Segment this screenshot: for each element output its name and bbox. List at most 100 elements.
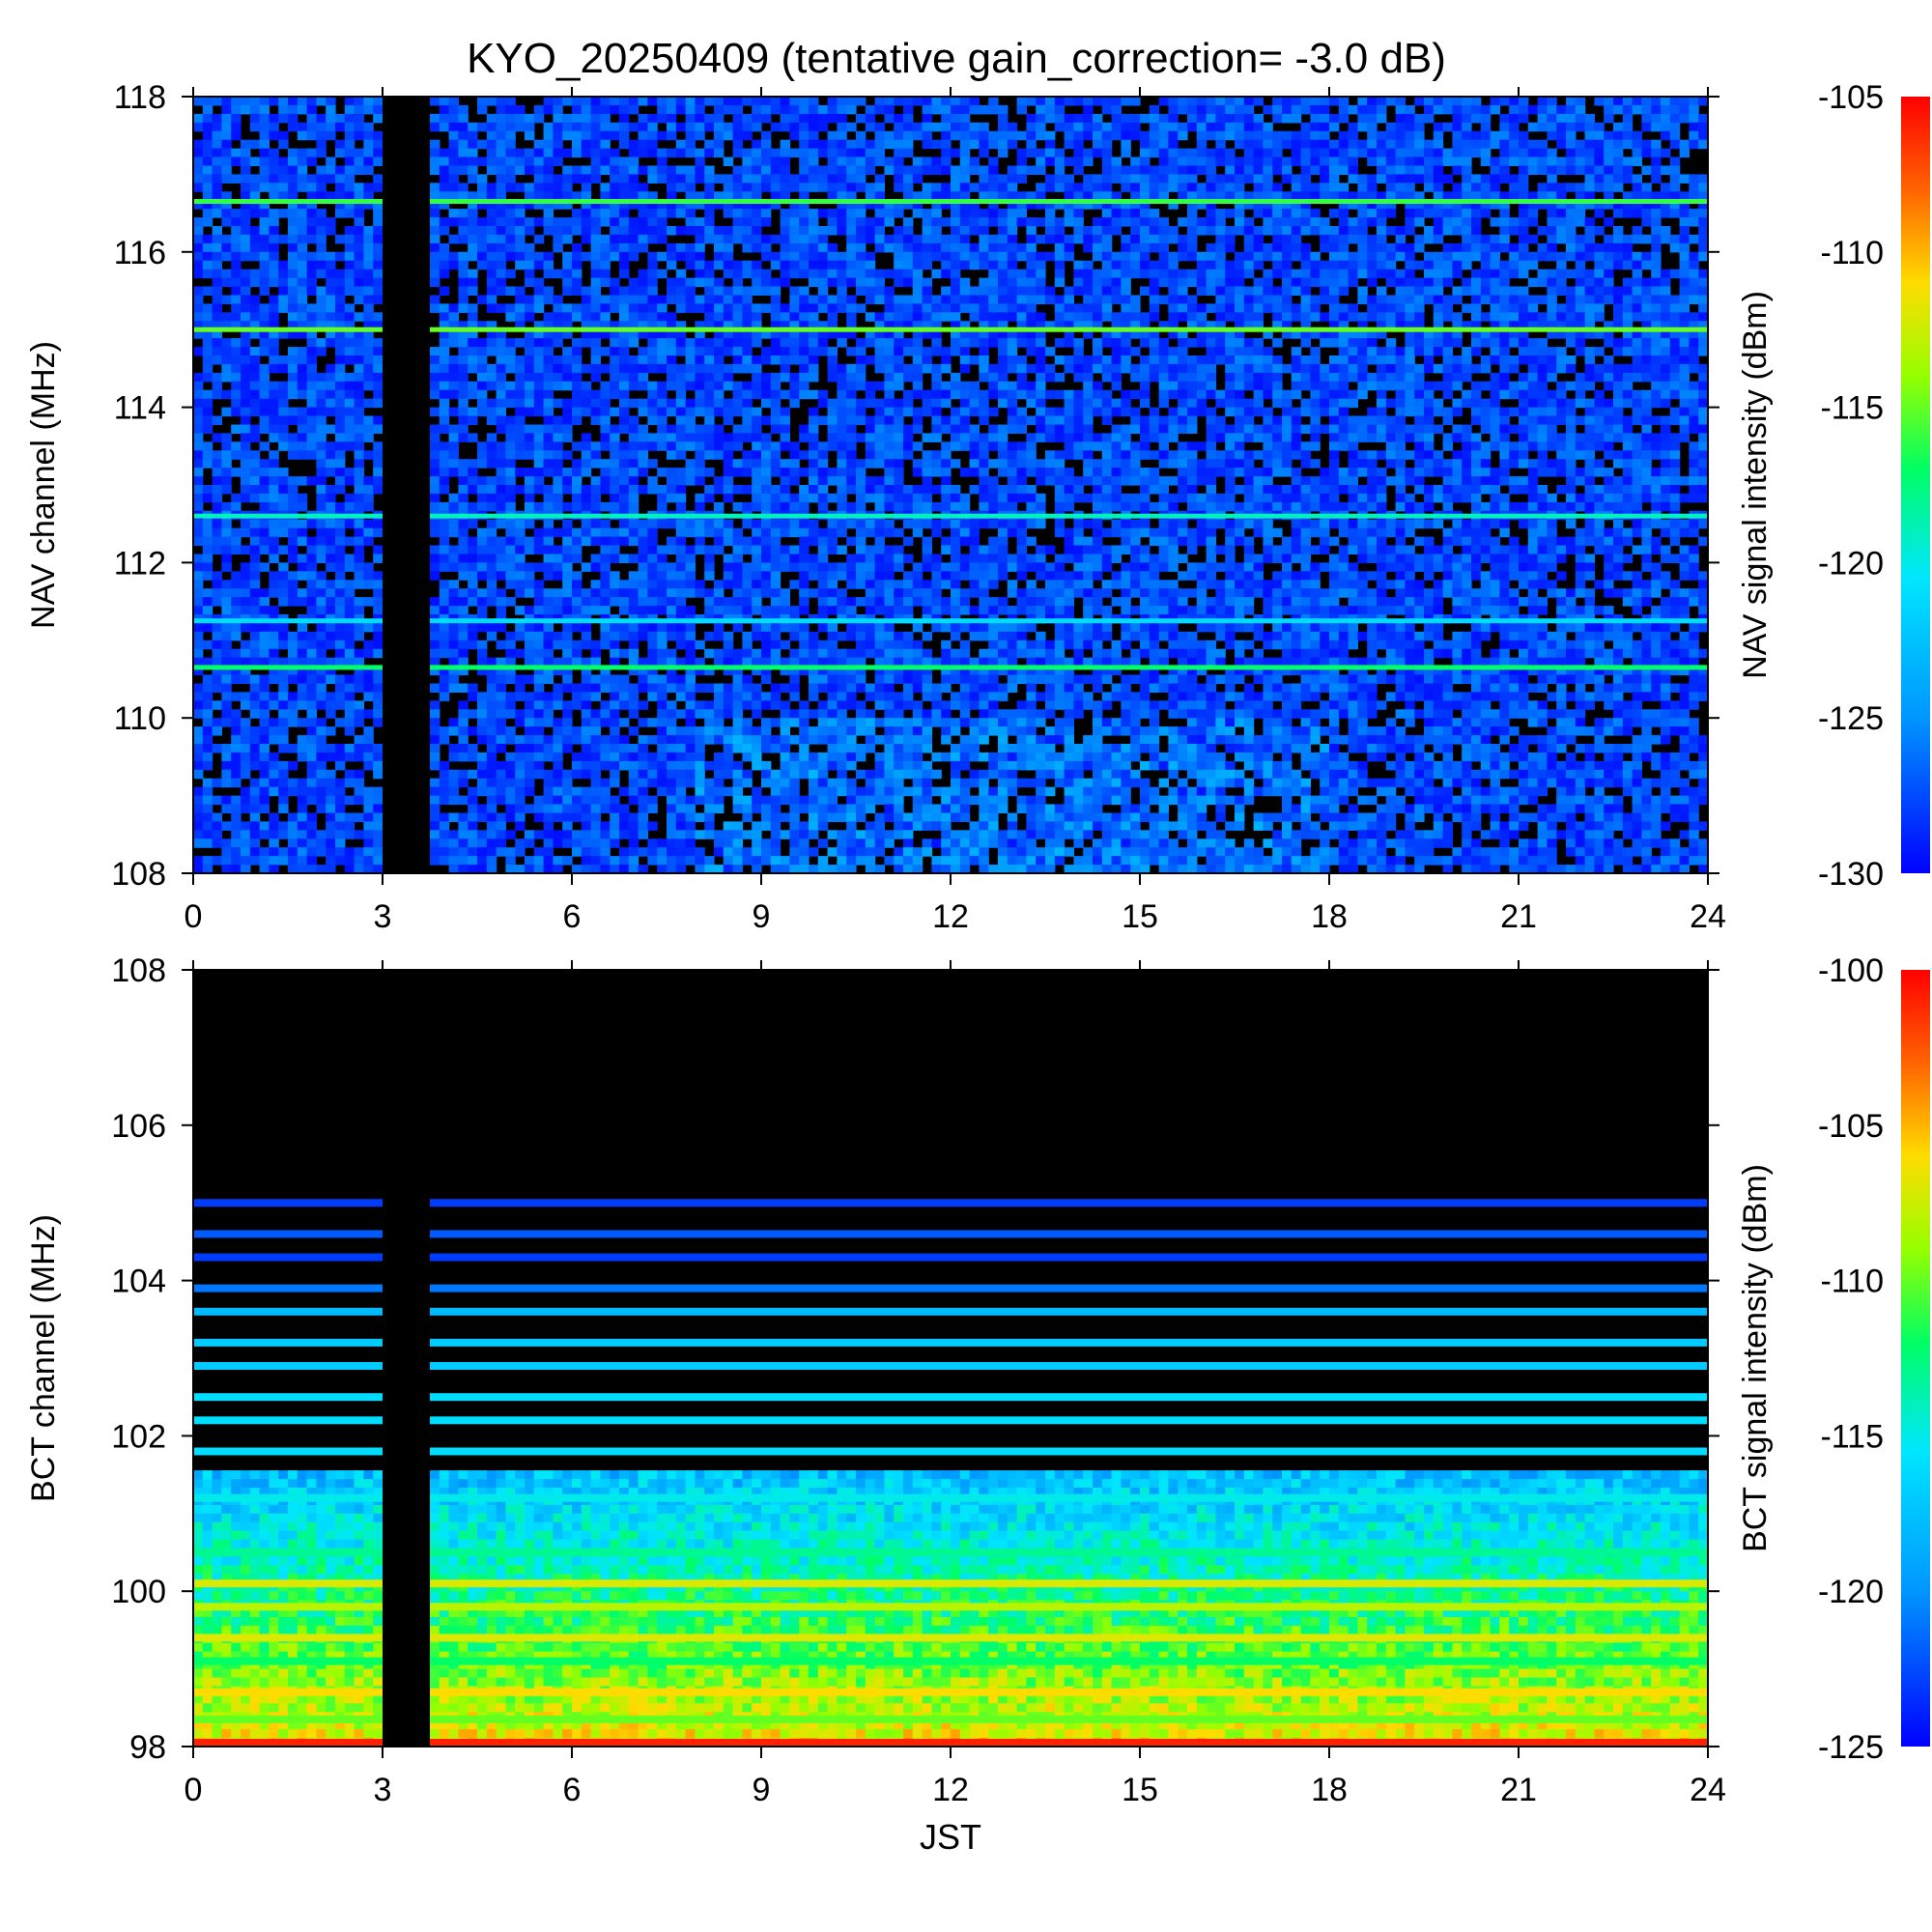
nav-heatmap-cell xyxy=(619,321,630,330)
nav-heatmap-cell xyxy=(1462,363,1472,374)
nav-heatmap-cell xyxy=(1395,312,1406,322)
nav-heatmap-cell xyxy=(486,217,497,227)
nav-heatmap-cell xyxy=(458,251,469,262)
nav-heatmap-cell xyxy=(1584,139,1595,150)
nav-heatmap-cell xyxy=(912,407,923,417)
nav-heatmap-cell xyxy=(1007,217,1018,227)
nav-heatmap-cell xyxy=(1310,156,1321,166)
nav-heatmap-cell xyxy=(231,113,242,124)
nav-heatmap-cell xyxy=(1338,156,1350,166)
nav-heatmap-cell xyxy=(1651,347,1662,356)
nav-heatmap-cell xyxy=(1320,122,1330,132)
nav-heatmap-cell xyxy=(202,415,213,425)
nav-heatmap-cell xyxy=(998,295,1009,304)
nav-heatmap-cell xyxy=(1442,389,1453,400)
nav-heatmap-cell xyxy=(1613,372,1624,383)
nav-heatmap-cell xyxy=(486,97,497,106)
nav-heatmap-cell xyxy=(202,113,213,124)
nav-heatmap-cell xyxy=(1149,363,1160,374)
nav-heatmap-cell xyxy=(477,122,488,132)
nav-heatmap-cell xyxy=(1622,424,1634,434)
nav-heatmap-cell xyxy=(1490,329,1500,339)
nav-heatmap-cell xyxy=(1272,424,1283,434)
nav-heatmap-cell xyxy=(562,363,573,374)
nav-heatmap-cell xyxy=(572,381,582,391)
nav-heatmap-cell xyxy=(1253,260,1264,270)
nav-heatmap-cell xyxy=(922,398,932,409)
nav-heatmap-cell xyxy=(1263,355,1273,365)
nav-heatmap-cell xyxy=(1158,217,1169,227)
nav-heatmap-cell xyxy=(846,104,857,115)
nav-heatmap-cell xyxy=(874,130,885,141)
nav-heatmap-cell xyxy=(1604,277,1614,288)
nav-heatmap-cell xyxy=(1594,260,1605,270)
nav-heatmap-cell xyxy=(486,165,497,175)
nav-heatmap-cell xyxy=(1187,407,1198,417)
nav-heatmap-cell xyxy=(458,355,469,365)
nav-heatmap-cell xyxy=(1471,130,1482,141)
nav-heatmap-cell xyxy=(1168,407,1179,417)
nav-heatmap-cell xyxy=(922,139,932,150)
nav-heatmap-cell xyxy=(590,139,601,150)
nav-heatmap-cell xyxy=(231,269,242,279)
nav-heatmap-cell xyxy=(525,200,535,210)
nav-heatmap-cell xyxy=(1291,242,1302,253)
nav-heatmap-cell xyxy=(553,424,563,434)
nav-heatmap-cell xyxy=(249,113,261,124)
nav-heatmap-cell xyxy=(1178,312,1188,322)
nav-heatmap-cell xyxy=(1310,104,1321,115)
nav-heatmap-cell xyxy=(732,226,743,236)
nav-heatmap-cell xyxy=(1509,389,1520,400)
nav-heatmap-cell xyxy=(525,148,535,158)
nav-heatmap-cell xyxy=(969,97,980,106)
nav-heatmap-cell xyxy=(231,389,242,400)
nav-heatmap-cell xyxy=(363,424,374,434)
nav-heatmap-cell xyxy=(193,381,204,391)
nav-heatmap-cell xyxy=(1243,424,1255,434)
nav-heatmap-cell xyxy=(903,104,914,115)
nav-heatmap-cell xyxy=(1121,355,1131,365)
nav-heatmap-cell xyxy=(1566,407,1577,417)
nav-heatmap-cell xyxy=(590,407,601,417)
nav-heatmap-cell xyxy=(1452,338,1463,348)
nav-heatmap-cell xyxy=(1405,165,1415,175)
nav-heatmap-cell xyxy=(941,97,952,106)
nav-heatmap-cell xyxy=(1101,139,1113,150)
nav-heatmap-cell xyxy=(874,242,885,253)
nav-heatmap-cell xyxy=(533,303,545,313)
nav-heatmap-cell xyxy=(448,372,459,383)
nav-heatmap-cell xyxy=(1007,260,1018,270)
nav-heatmap-cell xyxy=(1243,372,1255,383)
nav-heatmap-cell xyxy=(297,234,308,244)
nav-heatmap-cell xyxy=(297,415,308,425)
nav-heatmap-cell xyxy=(1093,338,1103,348)
nav-heatmap-cell xyxy=(1509,183,1520,192)
nav-heatmap-cell xyxy=(1575,286,1586,296)
nav-heatmap-cell xyxy=(326,295,336,304)
nav-heatmap-cell xyxy=(1395,269,1406,279)
nav-heatmap-cell xyxy=(704,269,715,279)
nav-heatmap-cell xyxy=(874,347,885,356)
nav-heatmap-cell xyxy=(1433,130,1444,141)
nav-heatmap-cell xyxy=(1490,381,1500,391)
nav-heatmap-cell xyxy=(1215,183,1226,192)
nav-heatmap-cell xyxy=(288,113,298,124)
nav-heatmap-cell xyxy=(1584,130,1595,141)
nav-heatmap-cell xyxy=(1357,347,1368,356)
nav-heatmap-cell xyxy=(1641,97,1652,106)
nav-heatmap-cell xyxy=(600,407,611,417)
nav-heatmap-cell xyxy=(1016,269,1027,279)
nav-heatmap-cell xyxy=(1613,148,1624,158)
nav-heatmap-cell xyxy=(1111,156,1122,166)
nav-heatmap-cell xyxy=(780,217,790,227)
nav-heatmap-cell xyxy=(742,165,753,175)
nav-heatmap-cell xyxy=(1424,174,1435,184)
nav-heatmap-cell xyxy=(1026,415,1037,425)
nav-heatmap-cell xyxy=(742,321,753,330)
nav-heatmap-cell xyxy=(1225,122,1236,132)
nav-heatmap-cell xyxy=(288,269,298,279)
nav-heatmap-cell xyxy=(742,156,753,166)
nav-heatmap-cell xyxy=(1604,217,1614,227)
nav-heatmap-cell xyxy=(657,156,668,166)
nav-heatmap-cell xyxy=(1480,381,1492,391)
